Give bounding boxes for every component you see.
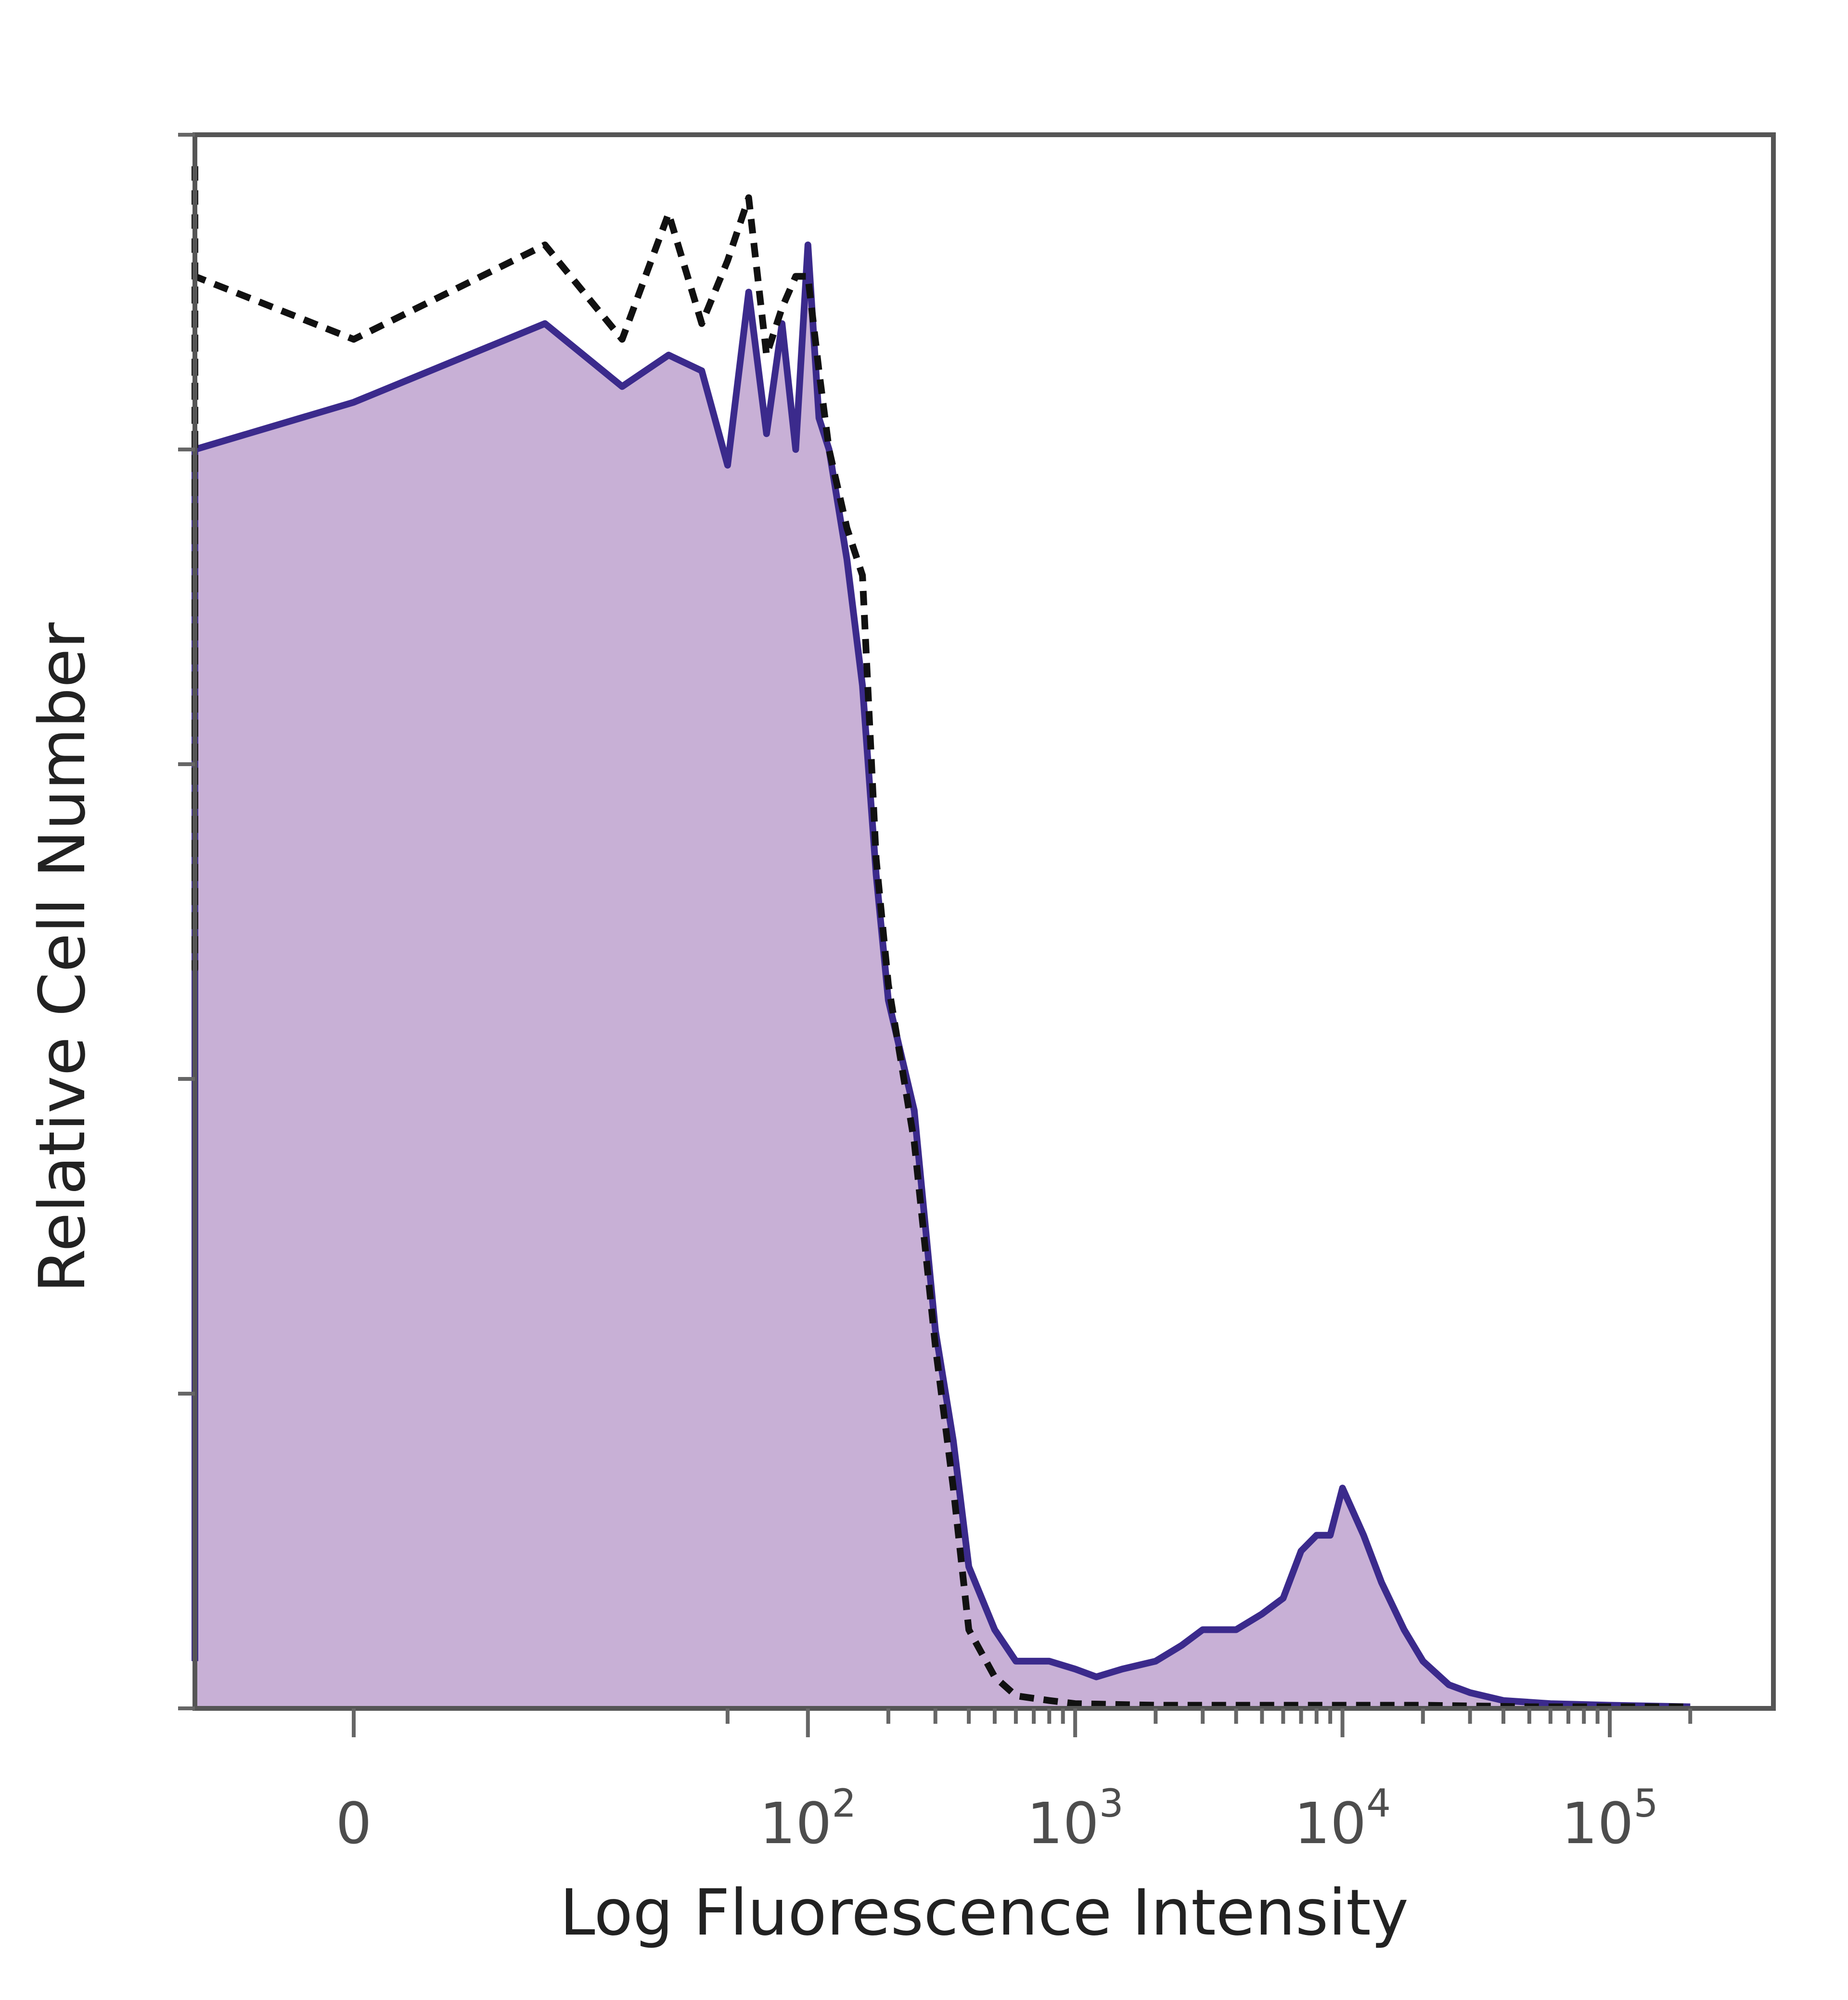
solid-histogram-line bbox=[192, 241, 1691, 1710]
series-layer bbox=[192, 166, 1691, 1710]
x-tick-label: 0 bbox=[335, 1790, 372, 1857]
x-axis-ticks bbox=[352, 1708, 1693, 1737]
y-axis-title: Relative Cell Number bbox=[26, 622, 100, 1293]
x-tick-label: 102 bbox=[759, 1781, 856, 1857]
filled-histogram-area bbox=[195, 244, 1691, 1709]
x-tick-label: 103 bbox=[1027, 1781, 1124, 1857]
x-axis-tick-labels: 0 102 103 104 105 bbox=[335, 1781, 1658, 1857]
y-axis-ticks bbox=[178, 133, 195, 1710]
plot-frame bbox=[192, 132, 1776, 1711]
x-axis-title: Log Fluorescence Intensity bbox=[560, 1876, 1409, 1950]
x-tick-label: 105 bbox=[1561, 1781, 1658, 1857]
x-tick-label: 104 bbox=[1294, 1781, 1391, 1857]
